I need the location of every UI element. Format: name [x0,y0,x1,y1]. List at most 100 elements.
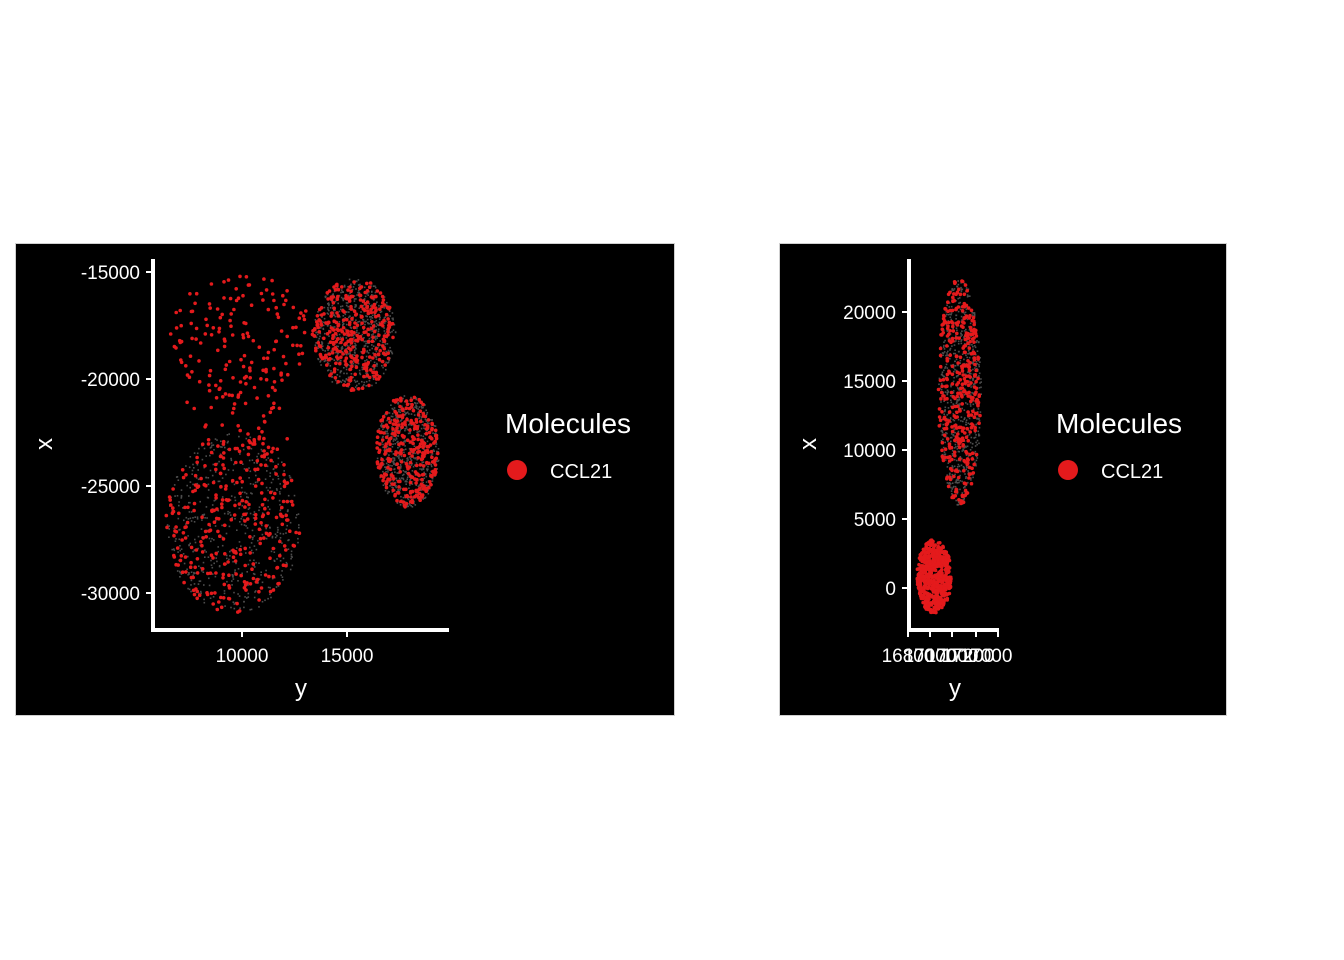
background-point [412,407,415,410]
ccl21-point [355,333,360,338]
background-point [368,379,371,382]
background-point [380,425,382,427]
background-point [230,549,232,552]
background-point [372,333,374,335]
background-point [961,458,963,460]
background-point [413,414,416,416]
background-point [946,466,949,468]
background-point [337,345,339,348]
background-point [382,470,384,473]
ccl21-point [418,419,423,424]
background-point [965,354,967,357]
scatter-chart-left: -15000 -20000 -25000 -30000 10000 1 [31,259,631,702]
background-point [951,473,954,476]
ccl21-point [218,379,223,383]
ccl21-point [970,466,974,471]
ccl21-point [960,386,965,390]
background-point [420,468,423,470]
background-point [228,433,230,435]
y-tick-label: 10000 [843,441,896,462]
background-point [402,477,405,480]
ccl21-point [284,513,289,518]
background-point [397,489,399,492]
background-point [238,595,241,597]
background-point [339,370,342,373]
background-point [946,482,949,484]
background-point [384,413,386,416]
background-point [207,477,210,479]
background-point [976,443,978,446]
background-point [959,308,962,311]
ccl21-point [378,307,382,312]
background-point [248,507,251,509]
ccl21-point [268,556,272,560]
ccl21-point [382,346,387,351]
background-point [974,346,977,349]
background-point [958,302,960,304]
legend: Molecules CCL21 [1056,408,1182,483]
ccl21-point [174,310,178,315]
background-point [286,510,289,513]
background-point [963,282,966,285]
background-point [267,586,270,589]
ccl21-point [384,435,389,440]
ccl21-point [236,393,241,397]
ccl21-point [336,356,340,361]
ccl21-point [941,377,946,382]
ccl21-point [355,354,359,358]
background-point [267,457,270,459]
ccl21-point [361,299,366,303]
background-point [232,578,235,580]
ccl21-point [199,476,203,481]
background-point [354,304,357,306]
background-point [382,366,384,369]
background-point [331,358,334,360]
background-point [196,482,199,485]
background-point [282,579,284,581]
background-point [956,375,958,377]
background-point [353,351,356,353]
background-point [210,559,212,562]
background-point [261,524,263,527]
ccl21-point [184,364,188,368]
ccl21-point [421,472,426,477]
background-point [401,405,403,408]
background-point [371,334,373,336]
background-point [331,300,333,303]
ccl21-point [952,424,957,428]
ccl21-point [208,571,213,575]
background-point [349,292,351,294]
background-point [359,314,361,316]
x-tick: 10000 [216,630,268,667]
background-point [404,440,406,442]
background-point [238,541,241,543]
background-point [178,570,181,573]
background-point [942,438,944,441]
background-point [959,362,961,364]
background-point [955,314,957,317]
background-point [395,486,398,489]
ccl21-point [251,338,256,343]
ccl21-point [180,570,185,574]
background-point [200,528,203,530]
ccl21-point [238,274,242,279]
background-point [233,483,236,486]
ccl21-point [328,330,332,334]
x-tick-label: 17000 [960,646,1013,667]
background-point [320,364,322,366]
background-point [316,331,318,333]
ccl21-point [963,364,967,368]
background-point [403,461,406,463]
ccl21-point [414,420,419,424]
ccl21-point [941,394,945,398]
ccl21-point [315,322,320,327]
background-point [345,378,348,380]
background-point [978,363,980,366]
background-point [180,495,183,498]
ccl21-point [186,505,190,510]
ccl21-point [208,528,213,532]
ccl21-point [184,570,188,574]
background-point [279,504,281,506]
ccl21-point [966,413,971,418]
ccl21-point [365,281,369,286]
